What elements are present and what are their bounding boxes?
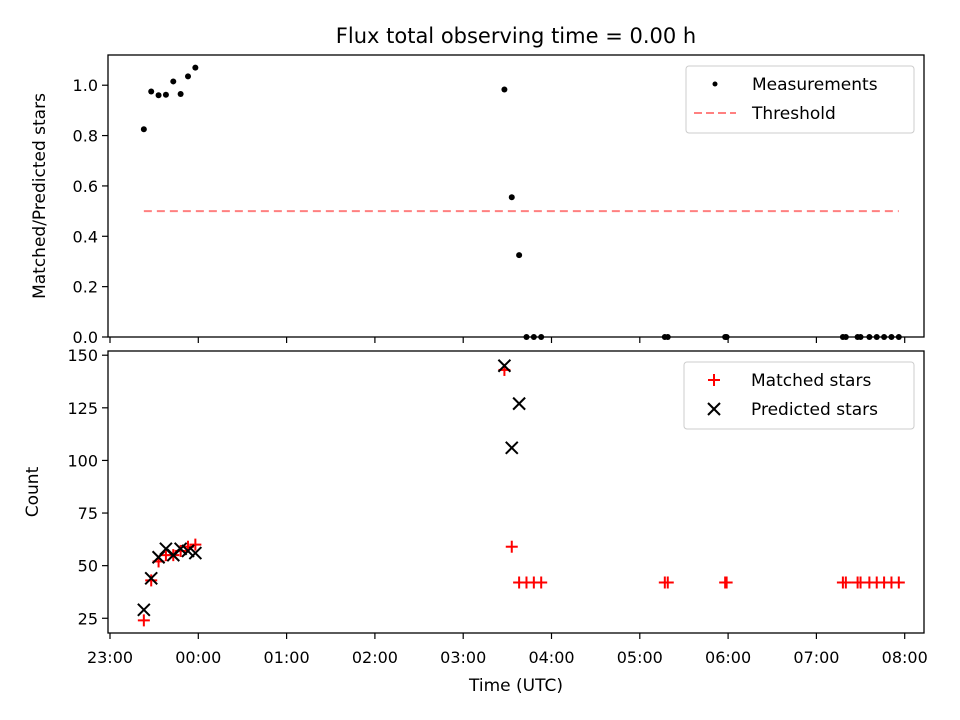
measurement-point (501, 86, 508, 93)
measurement-point (664, 334, 671, 340)
measurement-point (866, 334, 873, 340)
x-tick-label: 23:00 (87, 648, 133, 667)
y-tick-label: 1.0 (73, 76, 98, 95)
x-tick-label: 00:00 (175, 648, 221, 667)
matched-stars-point (137, 614, 150, 627)
x-tick-label: 04:00 (528, 648, 574, 667)
matched-stars-point (661, 576, 674, 589)
x-tick-label: 03:00 (440, 648, 486, 667)
measurement-point (184, 73, 191, 80)
legend-measurements-marker (712, 81, 718, 87)
top-y-axis-label: Matched/Predicted stars (30, 93, 50, 299)
legend-measurements-label: Measurements (752, 75, 878, 95)
y-tick-label: 0.0 (73, 328, 98, 347)
legend-predicted-marker (707, 402, 721, 416)
matched-stars-point (505, 540, 518, 553)
y-tick-label: 150 (67, 346, 98, 365)
bottom-y-ticks: 25 50 75 100 125 150 (67, 346, 108, 628)
y-tick-label: 0.6 (73, 177, 98, 196)
x-tick-label: 01:00 (264, 648, 310, 667)
measurement-point (170, 78, 177, 85)
measurement-point (895, 334, 902, 340)
top-x-ticks (109, 337, 906, 343)
measurement-point (523, 334, 530, 340)
y-tick-label: 75 (78, 504, 98, 523)
legend-predicted-label: Predicted stars (751, 400, 878, 420)
bottom-panel-frame (107, 350, 925, 634)
x-tick-label: 06:00 (705, 648, 751, 667)
predicted-stars-point (144, 571, 158, 585)
measurement-point (140, 126, 147, 133)
measurement-point (857, 334, 864, 340)
predicted-stars-point (505, 441, 519, 455)
measurement-point (155, 92, 162, 99)
x-axis-label: Time (UTC) (468, 676, 563, 696)
predicted-stars-point (181, 544, 195, 558)
bottom-marks (137, 359, 905, 627)
bottom-legend-box (683, 361, 915, 430)
measurement-point (516, 252, 523, 259)
y-tick-label: 0.8 (73, 127, 98, 146)
measurement-point (508, 194, 515, 201)
predicted-stars-point (497, 359, 512, 373)
matched-stars-point (839, 576, 852, 589)
matched-stars-point (892, 576, 905, 589)
y-tick-label: 125 (67, 399, 98, 418)
matched-stars-point (145, 574, 158, 587)
matched-stars-point (189, 538, 202, 551)
x-tick-label: 08:00 (882, 648, 928, 667)
matched-stars-point (720, 576, 733, 589)
y-tick-label: 0.2 (73, 278, 98, 297)
measurement-point (723, 334, 730, 340)
top-marks (140, 64, 902, 340)
predicted-stars-point (173, 542, 188, 556)
predicted-stars-point (137, 603, 151, 617)
bottom-y-axis-label: Count (23, 466, 43, 517)
legend-matched-label: Matched stars (751, 371, 871, 391)
top-panel: Matched/Predicted stars 0.0 0.2 0.4 0.6 0.8 1… (30, 54, 925, 347)
y-tick-label: 25 (78, 609, 98, 628)
bottom-x-ticks: 23:00 00:00 01:00 02:00 03:00 04:00 05:00 06:00… (87, 633, 928, 667)
x-tick-label: 07:00 (793, 648, 839, 667)
legend-threshold-label: Threshold (751, 104, 836, 124)
y-tick-label: 100 (67, 451, 98, 470)
measurement-point (192, 64, 199, 71)
top-y-ticks: 0.0 0.2 0.4 0.6 0.8 1.0 (73, 76, 108, 347)
measurement-point (148, 88, 155, 95)
y-tick-label: 0.4 (73, 227, 98, 246)
measurement-point (842, 334, 849, 340)
measurement-point (881, 334, 888, 340)
measurement-point (538, 334, 545, 340)
predicted-stars-point (188, 546, 203, 560)
y-tick-label: 50 (78, 557, 98, 576)
top-panel-frame (107, 54, 925, 338)
top-legend: Measurements Threshold (685, 65, 915, 134)
x-tick-label: 05:00 (617, 648, 663, 667)
measurement-point (888, 334, 895, 340)
measurement-point (873, 334, 880, 340)
top-legend-box (685, 65, 915, 134)
measurement-point (530, 334, 537, 340)
measurement-point (162, 91, 169, 98)
predicted-stars-point (512, 396, 526, 411)
bottom-legend: Matched stars Predicted stars (683, 361, 915, 430)
measurement-point (177, 91, 184, 98)
x-tick-label: 02:00 (352, 648, 398, 667)
matched-stars-point (535, 576, 548, 589)
figure-title: Flux total observing time = 0.00 h (336, 24, 696, 48)
bottom-panel: Count 25 50 75 100 125 150 23:00 00:00 01:00 02:… (23, 346, 928, 696)
legend-matched-marker (708, 374, 720, 386)
